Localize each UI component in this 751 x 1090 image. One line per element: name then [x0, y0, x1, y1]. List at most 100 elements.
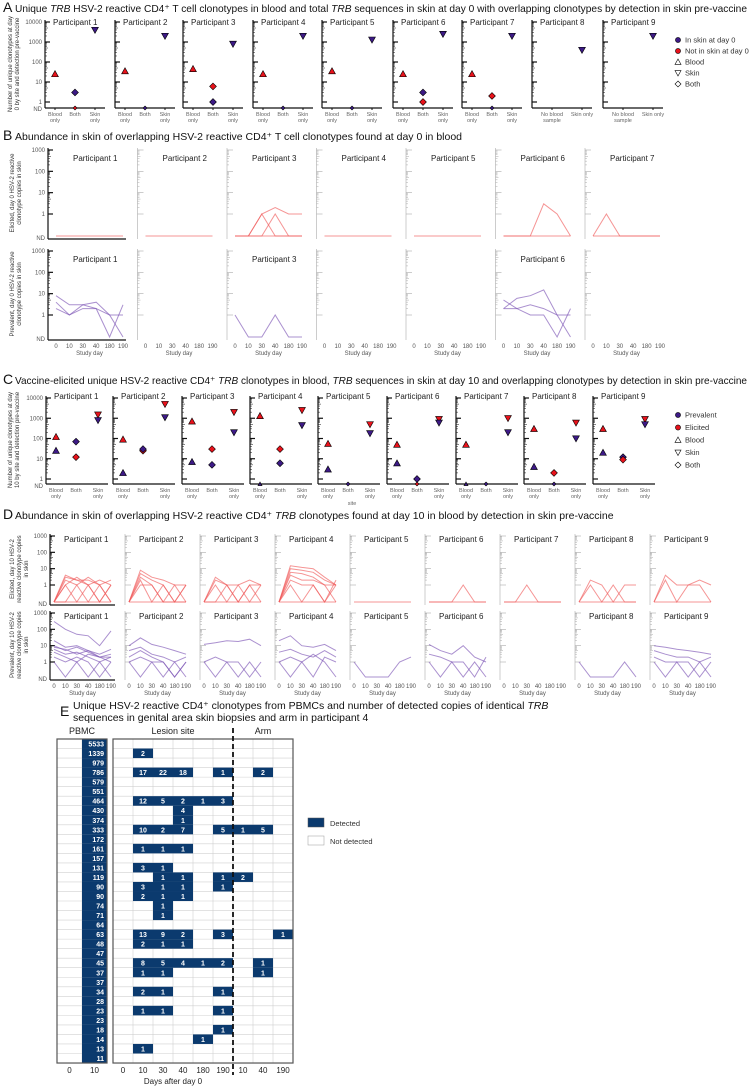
data-point-tri-up — [52, 432, 60, 440]
series-line — [503, 308, 571, 339]
x-category-label: Blood — [118, 112, 132, 118]
pbmc-count: 34 — [96, 989, 104, 996]
detected-cell — [213, 1024, 233, 1035]
series-line — [578, 579, 636, 603]
pbmc-cell — [82, 815, 107, 825]
copy-count: 8 — [141, 961, 145, 968]
grid-row: 172 — [82, 834, 107, 844]
participant-label: Participant 2 — [163, 154, 208, 163]
x-category-label: No blood — [541, 112, 563, 118]
title-segment: TRB — [333, 375, 353, 387]
detected-cell — [173, 796, 193, 806]
x-category-label: only — [365, 494, 375, 500]
x-tick-label: 0 — [412, 344, 416, 350]
detected-cell — [153, 796, 173, 806]
x-axis-title: Study day — [294, 691, 321, 697]
x-category-label: only — [90, 118, 100, 124]
line-plot-elicited: Participant 4 — [274, 534, 337, 605]
x-category-label: Skin — [503, 488, 514, 494]
participant-label: Participant 3 — [190, 392, 235, 401]
y-tick-label: 10000 — [26, 396, 43, 402]
line-plot-elicited: Participant 2 — [124, 534, 187, 605]
detected-cell — [213, 872, 233, 882]
detected-cell — [213, 824, 233, 835]
detected-cell — [133, 748, 153, 759]
pbmc-cell — [82, 777, 107, 787]
detected-cell — [173, 958, 193, 968]
y-title-elicited: Elicited, day 10 HSV-2 reactive clonotype… — [10, 535, 30, 602]
x-tick-label: 190 — [386, 344, 397, 350]
data-point-tri-up — [188, 457, 196, 465]
series-line — [128, 584, 186, 603]
pbmc-count: 430 — [92, 808, 104, 815]
x-tick-label: 10 — [335, 344, 342, 350]
series-line — [278, 635, 337, 652]
title-segment: Unique HSV-2 reactive CD4⁺ clonotypes fr… — [73, 700, 527, 712]
line-plot-prevalent: 0 10 30 40 180 190 Study day — [316, 249, 397, 357]
x-category-label: only — [297, 494, 307, 500]
data-point-tri-down — [572, 419, 580, 427]
legend-item: Skin — [674, 448, 700, 457]
data-point-tri-up — [399, 70, 407, 78]
y-axis-title-line: clonotype copies in skin — [17, 161, 23, 224]
x-category-label: Both — [411, 488, 422, 494]
participant-label: Participant 3 — [214, 612, 259, 621]
line-plot-prevalent: 1000 100 10 1 ND Participant 1 0 10 30 40 180 190 St… — [34, 611, 117, 697]
data-point-tri-up — [328, 67, 336, 75]
y-axis-title-line: in skin — [24, 560, 30, 577]
series-line — [54, 584, 112, 603]
data-point-diamond — [674, 461, 682, 469]
pbmc-cell — [82, 1024, 107, 1035]
pbmc-count: 48 — [96, 942, 104, 949]
y-tick-label: 10 — [36, 457, 43, 463]
x-tick-label: 10 — [137, 684, 144, 690]
pbmc-count: 18 — [96, 1027, 104, 1034]
copy-count: 1 — [261, 961, 265, 968]
copy-count: 3 — [221, 799, 225, 806]
pbmc-cell — [82, 881, 107, 892]
copy-count: 1 — [221, 1027, 225, 1034]
participant-label: Participant 4 — [258, 392, 303, 401]
title-segment: sequences in skin at day 10 and overlapp… — [353, 375, 748, 387]
legend-item: Both — [674, 461, 700, 470]
x-tick-label: 40 — [451, 344, 458, 350]
participant-label: Participant 1 — [73, 255, 118, 264]
x-category-label: Skin only — [571, 112, 594, 118]
participant-label: Participant 4 — [261, 18, 306, 27]
participant-label: Participant 6 — [521, 154, 566, 163]
copy-count: 3 — [221, 932, 225, 939]
series-line — [53, 621, 112, 647]
y-tick-label: 1 — [44, 583, 48, 589]
data-point-tri-down — [435, 416, 443, 424]
data-point-diamond — [208, 445, 216, 453]
x-tick-label: 10 — [287, 684, 294, 690]
x-tick-label: 40 — [460, 684, 467, 690]
x-tick-label: 0 — [233, 344, 237, 350]
x-axis-title: site — [348, 501, 357, 507]
x-tick-label: 180 — [545, 684, 556, 690]
pbmc-cell — [82, 948, 107, 959]
detected-cell — [233, 824, 253, 835]
copy-count: 1 — [141, 970, 145, 977]
line-plot-prevalent: Participant 6 0 10 30 40 180 190 Study day — [424, 611, 492, 697]
y-tick-label: 10 — [40, 567, 47, 573]
detected-cell — [213, 767, 233, 778]
detected-cell — [213, 929, 233, 940]
participant-label: Participant 4 — [289, 612, 334, 621]
y-tick-label: ND — [38, 677, 47, 683]
series-line — [278, 653, 337, 678]
panel-letter: D — [3, 506, 13, 522]
grid-row: 63 13 9 2 3 1 — [82, 929, 293, 940]
detected-cell — [173, 805, 193, 816]
copy-count: 7 — [181, 827, 185, 834]
line-plot-elicited: Participant 4 — [316, 148, 392, 239]
pbmc-cell — [82, 767, 107, 778]
copy-count: 1 — [221, 875, 225, 882]
participant-label: Participant 3 — [252, 154, 297, 163]
